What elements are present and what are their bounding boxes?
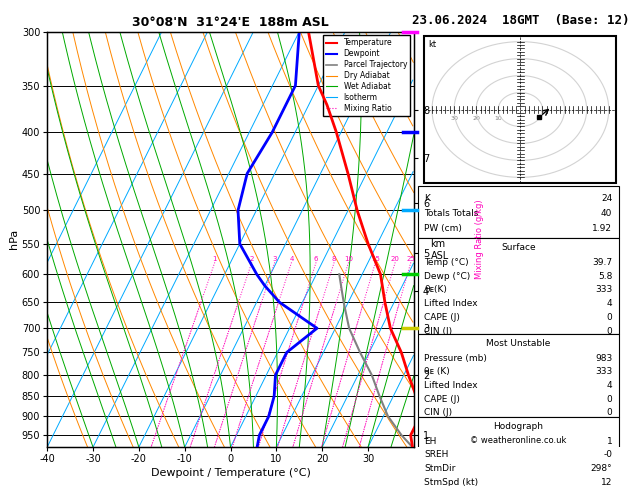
Bar [418,417,618,486]
Text: 0: 0 [606,327,612,336]
Text: 2: 2 [250,257,254,262]
X-axis label: Dewpoint / Temperature (°C): Dewpoint / Temperature (°C) [150,468,311,478]
Text: 23.06.2024  18GMT  (Base: 12): 23.06.2024 18GMT (Base: 12) [412,14,629,27]
Text: 4: 4 [289,257,294,262]
Text: θᴇ(K): θᴇ(K) [425,285,447,295]
Text: Dewp (°C): Dewp (°C) [425,272,470,281]
Text: 0: 0 [606,313,612,322]
Bar [418,186,618,238]
Text: 983: 983 [595,354,612,363]
Text: 333: 333 [595,285,612,295]
Bar [418,334,618,417]
Text: 1: 1 [606,437,612,446]
Text: Lifted Index: Lifted Index [425,381,478,390]
Text: 39.7: 39.7 [592,258,612,267]
Text: 20: 20 [391,257,399,262]
Text: Totals Totals: Totals Totals [425,208,479,218]
Legend: Temperature, Dewpoint, Parcel Trajectory, Dry Adiabat, Wet Adiabat, Isotherm, Mi: Temperature, Dewpoint, Parcel Trajectory… [323,35,410,116]
Text: 298°: 298° [591,464,612,473]
Text: 1: 1 [213,257,217,262]
Text: 3: 3 [272,257,277,262]
Text: CAPE (J): CAPE (J) [425,313,460,322]
Text: 30: 30 [450,116,458,121]
Bar [418,238,618,334]
Text: Pressure (mb): Pressure (mb) [425,354,487,363]
Text: 10: 10 [344,257,353,262]
Text: 20: 20 [472,116,480,121]
Text: EH: EH [425,437,437,446]
Text: 333: 333 [595,367,612,376]
Text: kt: kt [428,40,437,49]
Text: Mixing Ratio (g/kg): Mixing Ratio (g/kg) [476,200,484,279]
Text: SREH: SREH [425,451,448,459]
Text: 6: 6 [314,257,318,262]
Text: StmDir: StmDir [425,464,455,473]
Text: PW (cm): PW (cm) [425,224,462,233]
Text: -0: -0 [603,451,612,459]
Text: 1.92: 1.92 [593,224,612,233]
Text: StmSpd (kt): StmSpd (kt) [425,478,479,486]
Text: © weatheronline.co.uk: © weatheronline.co.uk [470,436,567,445]
Text: Lifted Index: Lifted Index [425,299,478,308]
Text: Hodograph: Hodograph [493,422,543,431]
Text: 0: 0 [606,395,612,404]
Text: 40: 40 [601,208,612,218]
Text: CIN (J): CIN (J) [425,408,452,417]
Text: Temp (°C): Temp (°C) [425,258,469,267]
Y-axis label: hPa: hPa [9,229,19,249]
Text: 0: 0 [606,408,612,417]
Bar [425,36,616,183]
Y-axis label: km
ASL: km ASL [430,239,449,261]
Text: 12: 12 [601,478,612,486]
Text: θᴇ (K): θᴇ (K) [425,367,450,376]
Text: CIN (J): CIN (J) [425,327,452,336]
Text: Surface: Surface [501,243,536,252]
Text: Most Unstable: Most Unstable [486,339,550,347]
Text: 4: 4 [606,381,612,390]
Text: 15: 15 [371,257,380,262]
Text: 10: 10 [494,116,502,121]
Text: 25: 25 [406,257,415,262]
Text: K: K [425,193,430,203]
Text: CAPE (J): CAPE (J) [425,395,460,404]
Text: 8: 8 [332,257,337,262]
Text: 24: 24 [601,193,612,203]
Text: 5.8: 5.8 [598,272,612,281]
Title: 30°08'N  31°24'E  188m ASL: 30°08'N 31°24'E 188m ASL [132,16,329,29]
Text: 4: 4 [606,299,612,308]
